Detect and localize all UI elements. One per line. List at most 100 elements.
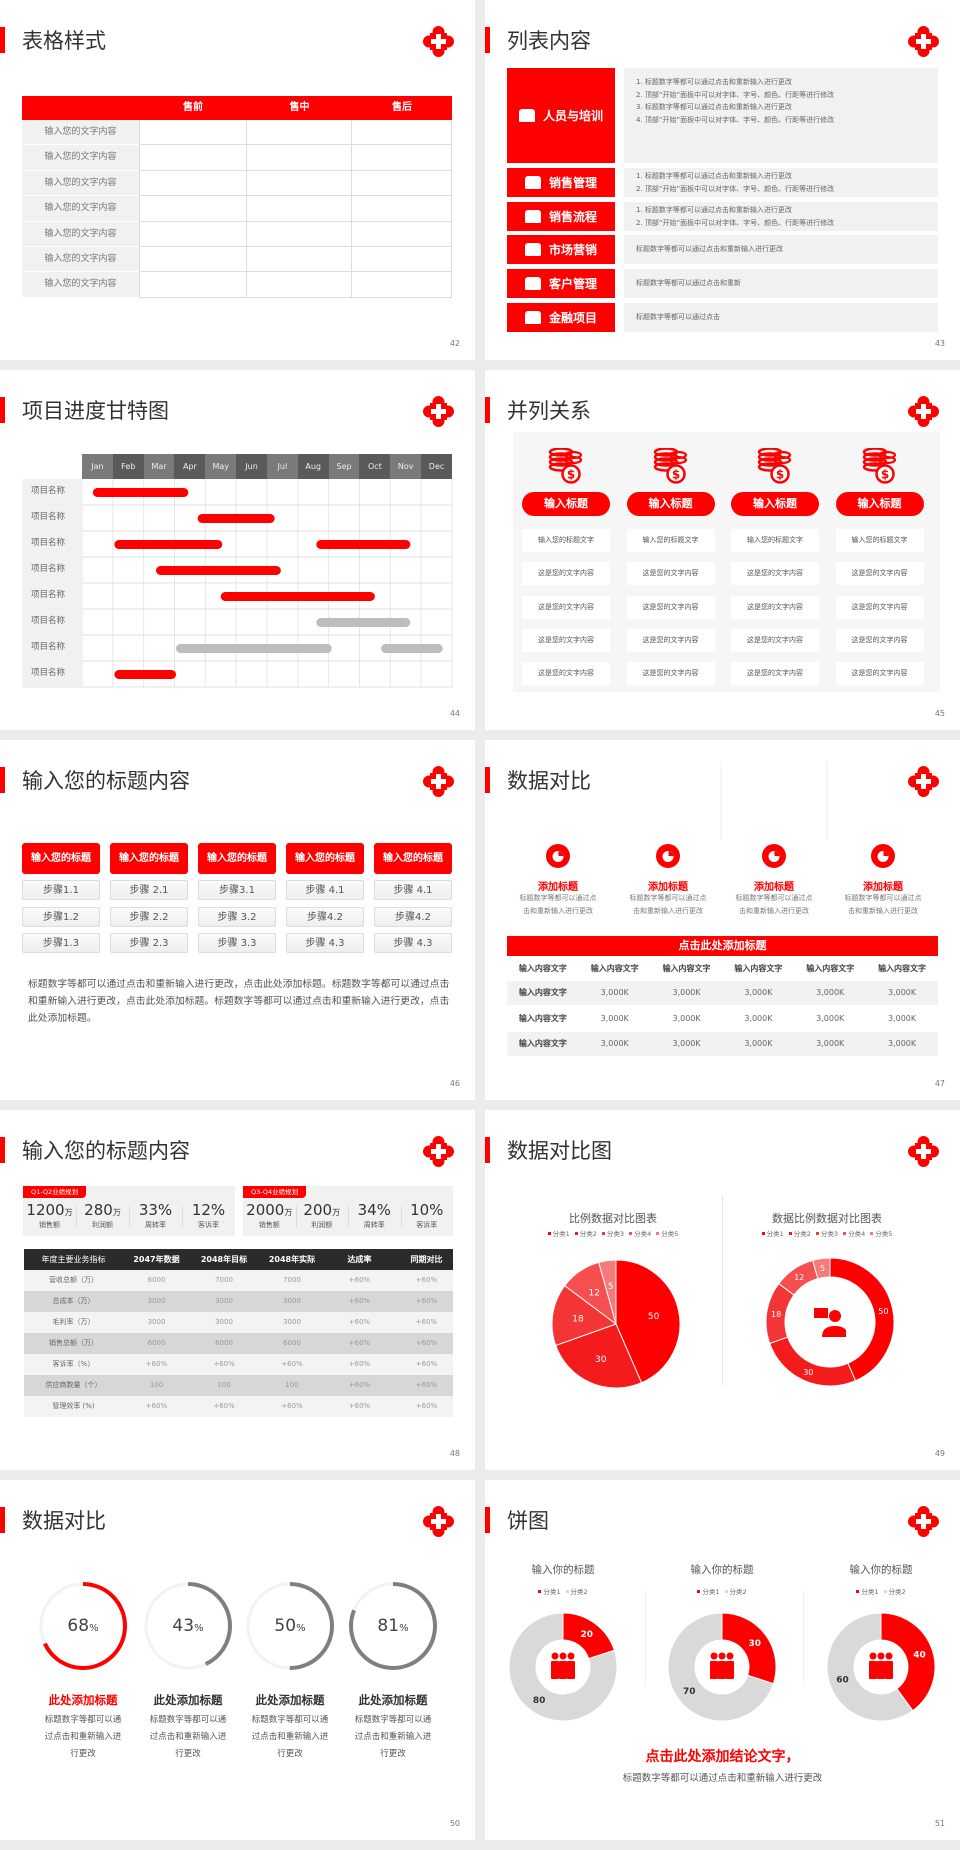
table-cell[interactable] (352, 196, 452, 222)
description-line: 2. 顶部“开始”面板中可以对字体、字号、颜色、行距等进行修改 (636, 90, 835, 99)
table-cell[interactable] (247, 170, 352, 197)
step-box[interactable]: 步骤 4.3 (286, 933, 364, 953)
gantt-row-label: 项目名称 (22, 557, 82, 582)
table-cell[interactable] (139, 247, 247, 273)
list-item-5[interactable]: 客户管理 (507, 269, 615, 298)
table-cell[interactable] (247, 145, 352, 171)
table-row (24, 1312, 453, 1333)
table-cell[interactable] (247, 247, 352, 273)
ring-value: 50% (250, 1616, 330, 1636)
table-cell[interactable] (352, 145, 452, 171)
table-cell[interactable] (139, 120, 247, 146)
month-header: Jun (236, 454, 267, 479)
table-cell[interactable] (352, 221, 452, 247)
slide-title: 数据对比 (22, 1509, 106, 1533)
stat-value: 12% (182, 1201, 235, 1219)
step-heading[interactable]: 输入您的标题 (286, 843, 364, 874)
gantt-row-label: 项目名称 (22, 609, 82, 634)
slide-title: 表格样式 (22, 29, 106, 53)
table-cell[interactable] (352, 247, 452, 273)
table-cell[interactable] (352, 272, 452, 298)
ring-description: 过点击和重新输入进 (149, 1732, 227, 1742)
stat-label: 销售额 (39, 1221, 60, 1229)
table-title-band[interactable]: 点击此处添加标题 (507, 936, 938, 956)
table-cell[interactable] (247, 120, 352, 146)
step-heading[interactable]: 输入您的标题 (198, 843, 276, 874)
feature-description: 标题数字等都可以通过点 (735, 894, 813, 902)
legend-swatch (629, 1231, 633, 1235)
list-item-1[interactable]: 人员与培训 (507, 68, 615, 163)
table-cell: 3,000K (887, 1013, 917, 1023)
gantt-bar (220, 592, 375, 601)
step-box[interactable]: 步骤1.1 (22, 880, 100, 900)
slide-title: 输入您的标题内容 (22, 769, 190, 793)
step-box[interactable]: 步骤4.2 (286, 906, 364, 927)
stat-value: 280万 (76, 1201, 129, 1219)
page-number: 43 (934, 339, 945, 348)
table-cell[interactable] (139, 272, 247, 298)
row-label: 输入您的文字内容 (22, 170, 139, 197)
column-header: 2048年目标 (200, 1255, 248, 1264)
legend-swatch (547, 1231, 551, 1235)
content-cell: 这是您的文字内容 (522, 662, 610, 686)
list-item-label: 销售管理 (548, 176, 597, 190)
description-line: 2. 顶部“开始”面板中可以对字体、字号、颜色、行距等进行修改 (636, 218, 835, 227)
table-cell[interactable] (247, 196, 352, 222)
step-box[interactable]: 步骤 3.2 (198, 906, 276, 927)
table-cell: +60% (348, 1381, 371, 1389)
table-cell[interactable] (139, 145, 247, 171)
legend-swatch (538, 1589, 542, 1593)
step-box[interactable]: 步骤 4.3 (374, 933, 452, 953)
table-cell[interactable] (352, 120, 452, 146)
step-heading[interactable]: 输入您的标题 (22, 843, 100, 874)
stat-label: 周转率 (363, 1221, 385, 1229)
presentation-people-icon (518, 109, 535, 122)
step-box[interactable]: 步骤3.1 (198, 880, 276, 900)
table-cell[interactable] (139, 196, 247, 222)
data-label: 30 (595, 1355, 607, 1365)
table-cell[interactable] (139, 170, 247, 197)
table-cell[interactable] (247, 221, 352, 247)
step-heading[interactable]: 输入您的标题 (374, 843, 452, 874)
step-box[interactable]: 步骤4.2 (374, 906, 452, 927)
page-number: 51 (934, 1819, 945, 1828)
table-cell[interactable] (139, 221, 247, 247)
legend-item: 分类1 (761, 1228, 784, 1238)
table-cell[interactable] (352, 170, 452, 197)
list-item-6[interactable]: 金融项目 (507, 303, 615, 332)
list-item-4[interactable]: 市场营销 (507, 235, 615, 264)
description-line: 标题数字等都可以通过点击和重新 (636, 279, 741, 288)
step-box[interactable]: 步骤1.2 (22, 906, 100, 927)
month-header: Nov (390, 454, 422, 479)
heading-pill[interactable]: 输入标题 (522, 492, 610, 516)
list-item-2[interactable]: 销售管理 (507, 168, 615, 197)
step-box[interactable]: 步骤 4.1 (286, 880, 364, 900)
stat-number: 34% (357, 1201, 391, 1219)
heading-pill[interactable]: 输入标题 (731, 492, 819, 516)
table-cell: 3000 (215, 1297, 233, 1305)
table-cell: 3,000K (600, 1013, 629, 1023)
pie-slice-分类2 (826, 1612, 914, 1722)
list-item-3[interactable]: 销售流程 (507, 202, 615, 231)
slide-title: 输入您的标题内容 (22, 1139, 190, 1163)
step-heading[interactable]: 输入您的标题 (110, 843, 188, 874)
step-box[interactable]: 步骤 2.2 (110, 906, 188, 927)
stat-label: 利润额 (311, 1221, 333, 1229)
heading-pill[interactable]: 输入标题 (626, 492, 715, 516)
step-box[interactable]: 步骤 3.3 (198, 933, 276, 953)
step-box[interactable]: 步骤 2.1 (110, 880, 188, 900)
heading-pill[interactable]: 输入标题 (835, 492, 924, 516)
description-line: 标题数字等都可以通过点击和重新输入进行更改 (636, 245, 783, 254)
logo-cross-icon (908, 26, 939, 57)
ring-value: 68% (43, 1616, 123, 1636)
table-cell: +60% (415, 1276, 438, 1284)
table-cell[interactable] (247, 272, 352, 298)
step-box[interactable]: 步骤 2.3 (110, 933, 188, 953)
content-cell: 这是您的文字内容 (522, 595, 610, 619)
step-box[interactable]: 步骤 4.1 (374, 880, 452, 900)
ring-description: 行更改 (175, 1749, 201, 1759)
legend-label: 分类3 (820, 1230, 839, 1238)
team-icon (710, 1652, 734, 1679)
content-cell: 输入您的标题文字 (835, 529, 924, 552)
step-box[interactable]: 步骤1.3 (22, 933, 100, 953)
